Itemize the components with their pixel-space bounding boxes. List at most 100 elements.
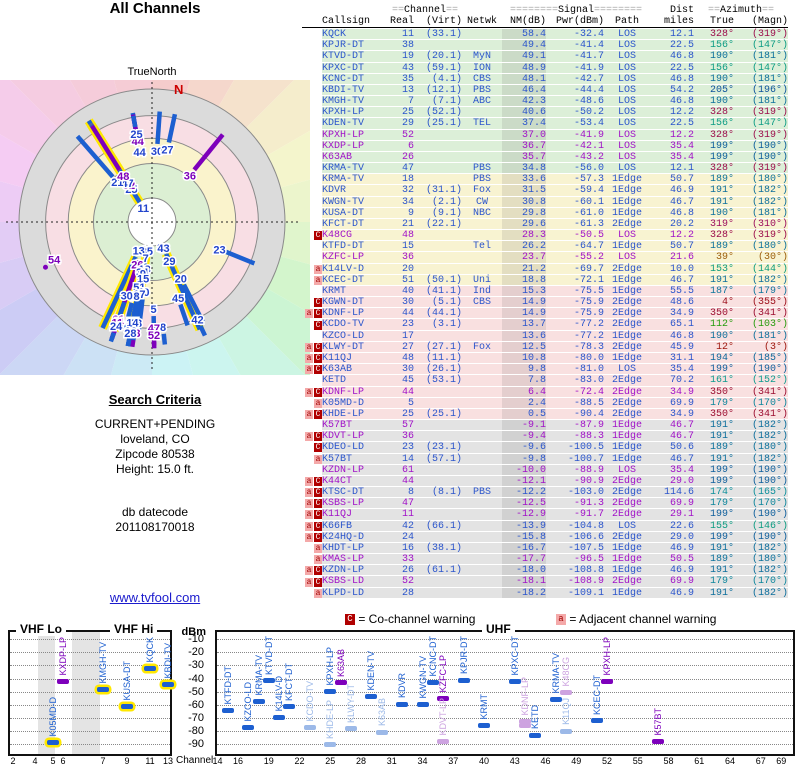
cell-callsign: K11QJ	[322, 509, 353, 521]
radar-bar	[100, 255, 138, 329]
cell-azimuth-true: 190°	[709, 73, 734, 85]
cell-azimuth-magnetic: (310°)	[751, 218, 788, 230]
cell-network	[462, 319, 502, 329]
co-channel-warning-icon: C	[314, 577, 322, 587]
cell-callsign: KPJR-DT	[322, 40, 365, 52]
cell-path: 1Edge	[611, 207, 642, 219]
station-table-header: ==Channel== ========Signal======== Dist …	[302, 5, 788, 28]
cell-power-dbm: -61.3	[573, 218, 604, 230]
table-row: C KGWN-DT 30 (5.1) CBS 14.9 -75.9 2Edge 48.6 4° (3…	[302, 297, 788, 309]
cell-network: PBS	[472, 174, 491, 186]
cell-virtual-channel	[414, 588, 462, 598]
cell-azimuth-true: 179°	[709, 498, 734, 510]
cell-callsign: KUSA-DT	[322, 207, 365, 219]
gridline	[10, 731, 170, 733]
cell-real-channel: 29	[401, 118, 414, 130]
col-real: Real	[389, 16, 414, 27]
cell-power-dbm: -96.5	[573, 554, 604, 566]
uhf-chart-box	[215, 630, 795, 756]
table-row: KZDN-LP 61 -10.0 -88.9 LOS 35.4 199° (190°)	[302, 464, 788, 476]
cell-azimuth-magnetic: (190°)	[751, 531, 788, 543]
radar-channel-label: 30	[121, 290, 133, 302]
cell-distance-miles: 10.0	[669, 263, 694, 275]
cell-distance-miles: 22.6	[669, 520, 694, 532]
table-row: a K05MD-D 5 2.4 -88.5 2Edge 69.9 179° (170°)	[302, 397, 788, 409]
tvfool-link[interactable]: www.tvfool.com	[109, 590, 201, 605]
cell-real-channel: 27	[401, 341, 414, 353]
cell-noise-margin: -16.7	[502, 542, 546, 554]
gridline	[10, 744, 170, 746]
cell-virtual-channel	[414, 398, 462, 408]
cell-network	[462, 398, 502, 408]
cell-real-channel: 36	[401, 431, 414, 443]
group-dist: Dist	[669, 5, 694, 16]
cell-real-channel: 23	[401, 442, 414, 454]
cell-noise-margin: 37.4	[502, 118, 546, 129]
adjacent-channel-icon: a	[556, 614, 566, 626]
signal-bar	[221, 708, 234, 714]
cell-distance-miles: 48.6	[669, 297, 694, 309]
table-row: KFCT-DT 21 (22.1) 29.6 -61.3 2Edge 20.2 319° (31…	[302, 218, 788, 231]
signal-bar	[560, 689, 572, 695]
dbm-tick: -40	[188, 672, 204, 685]
adjacent-warning-icon: a	[314, 275, 322, 285]
cell-virtual-channel: (38.1)	[425, 542, 462, 554]
cell-virtual-channel: (27.1)	[425, 341, 462, 353]
cell-real-channel: 38	[401, 40, 414, 52]
cell-noise-margin: 21.2	[502, 263, 546, 275]
cell-distance-miles: 46.9	[669, 185, 694, 197]
signal-bar-label: KZFC-LP	[438, 655, 448, 693]
cell-real-channel: 32	[401, 185, 414, 197]
cell-path: 1Edge	[611, 196, 642, 208]
cell-path: LOS	[617, 140, 636, 152]
radar-channel-label: 27	[161, 144, 173, 156]
cell-virtual-channel	[414, 420, 462, 430]
table-row: a C K11QJ 11 -12.9 -91.7 2Edge 29.1 199° (190°)	[302, 509, 788, 521]
cell-virtual-channel	[414, 163, 462, 173]
adjacent-warning-icon: a	[314, 543, 322, 553]
table-row: KPJR-DT 38 49.4 -41.4 LOS 22.5 156° (147°)	[302, 40, 788, 52]
cell-virtual-channel: (12.1)	[425, 84, 462, 96]
cell-virtual-channel	[414, 509, 462, 519]
cell-network	[462, 509, 502, 519]
cell-callsign: KSBS-LD	[322, 576, 365, 588]
cell-power-dbm: -41.9	[573, 62, 604, 74]
co-channel-warning-icon: C	[314, 320, 322, 330]
radar-bar	[114, 301, 127, 327]
signal-bar-label: KBDI-TV	[163, 642, 173, 679]
table-row: a C K11QJ 48 (11.1) 10.8 -80.0 1Edge 31.1 194° (18…	[302, 352, 788, 365]
cell-distance-miles: 22.5	[669, 40, 694, 52]
cell-distance-miles: 31.1	[669, 352, 694, 364]
cell-callsign: KDNF-LP	[322, 386, 365, 398]
col-true: True	[709, 16, 734, 27]
cell-power-dbm: -61.0	[573, 207, 604, 219]
cell-power-dbm: -90.9	[573, 475, 604, 487]
signal-bar	[416, 702, 429, 708]
signal-bar-label: KDNF-LP	[520, 676, 530, 716]
cell-power-dbm: -50.2	[573, 107, 604, 119]
cell-azimuth-magnetic: (147°)	[751, 118, 788, 130]
radar-channel-label: 19	[141, 245, 153, 257]
cell-virtual-channel: (26.1)	[425, 364, 462, 376]
cell-noise-margin: 13.7	[502, 319, 546, 330]
cell-real-channel: 18	[401, 174, 414, 186]
cell-azimuth-magnetic: (341°)	[751, 408, 788, 420]
dbm-tick: -70	[188, 711, 204, 724]
table-row: a C KDVT-LP 36 -9.4 -88.3 1Edge 46.7 191° (182°)	[302, 431, 788, 443]
cell-callsign: K57BT	[322, 453, 353, 465]
cell-noise-margin: 48.1	[502, 73, 546, 85]
cell-distance-miles: 35.4	[669, 364, 694, 376]
cell-real-channel: 45	[401, 375, 414, 387]
cell-azimuth-true: 191°	[709, 587, 734, 599]
cell-power-dbm: -42.1	[573, 140, 604, 152]
cell-real-channel: 17	[401, 330, 414, 342]
cell-power-dbm: -106.6	[567, 531, 604, 543]
radar-channel-label: 9	[140, 269, 146, 281]
signal-bar	[519, 718, 531, 724]
radar-title: All Channels	[109, 0, 201, 17]
cell-distance-miles: 46.8	[669, 51, 694, 63]
signal-bar	[324, 742, 337, 748]
cell-callsign: KTSC-DT	[322, 487, 365, 499]
cell-real-channel: 51	[401, 274, 414, 286]
adjacent-warning-icon: a	[314, 555, 322, 565]
